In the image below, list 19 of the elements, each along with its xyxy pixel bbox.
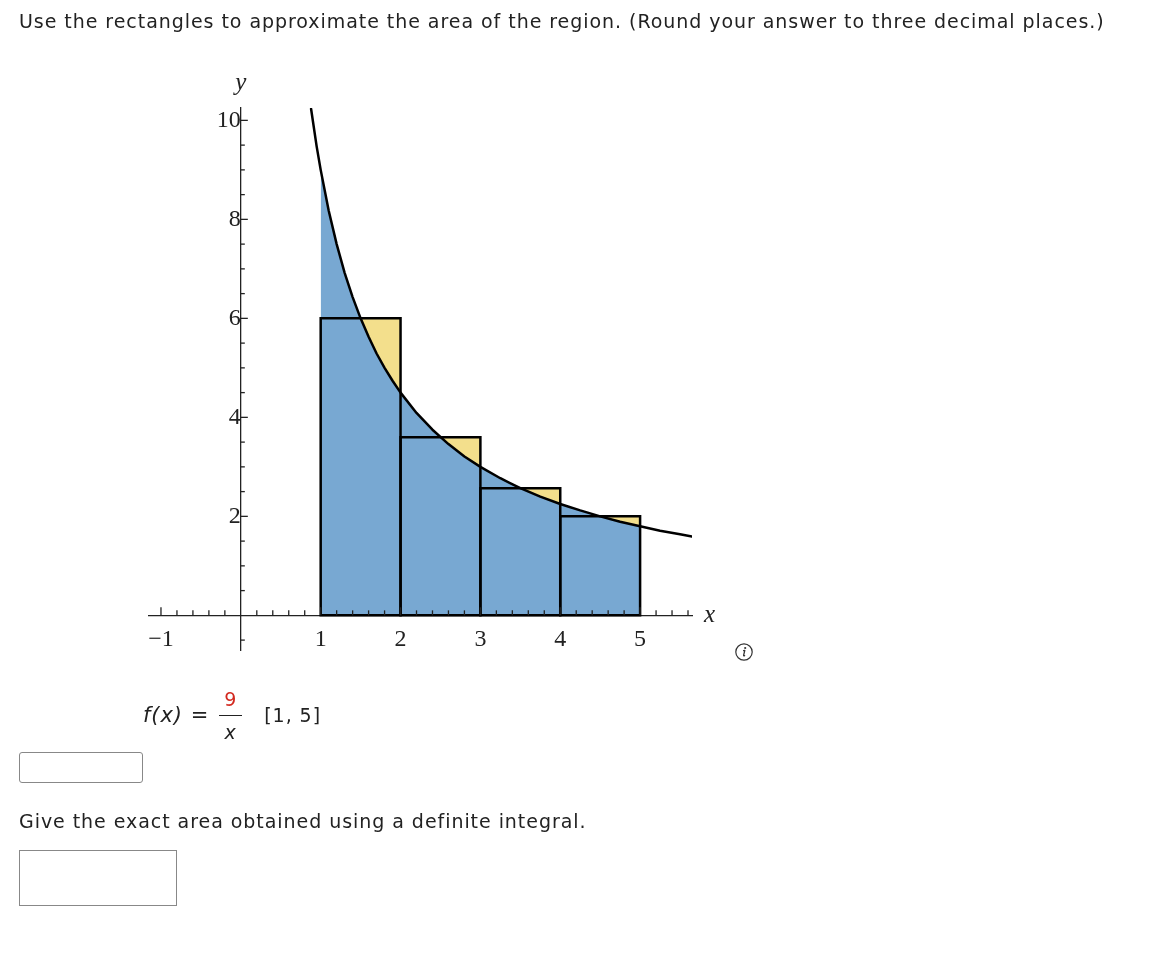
x-tick-label: 2 bbox=[394, 625, 407, 652]
chart-title: Use the rectangles to approximate the area of the region. (Round your answer to three decimal places.) bbox=[19, 10, 1105, 32]
text: Give the exact area obtained using a definite integral. bbox=[19, 810, 587, 832]
text: 9 bbox=[219, 684, 243, 716]
text: x bbox=[224, 719, 237, 745]
x-tick-label: 5 bbox=[634, 625, 647, 652]
x-tick-label: 3 bbox=[474, 625, 487, 652]
text: [1, 5] bbox=[264, 704, 322, 726]
text: f(x) = bbox=[143, 703, 210, 727]
y-tick-label: 2 bbox=[228, 501, 241, 528]
x-tick-label: 4 bbox=[554, 625, 567, 652]
x-axis-title: x bbox=[703, 599, 716, 627]
x-tick-label: −1 bbox=[148, 625, 174, 652]
y-axis-title: y bbox=[232, 68, 248, 96]
y-tick-label: 8 bbox=[228, 204, 241, 231]
x-tick-label: 1 bbox=[314, 625, 327, 652]
y-tick-label: 4 bbox=[228, 402, 241, 429]
y-tick-label: 10 bbox=[216, 105, 241, 132]
y-tick-label: 6 bbox=[228, 303, 241, 330]
